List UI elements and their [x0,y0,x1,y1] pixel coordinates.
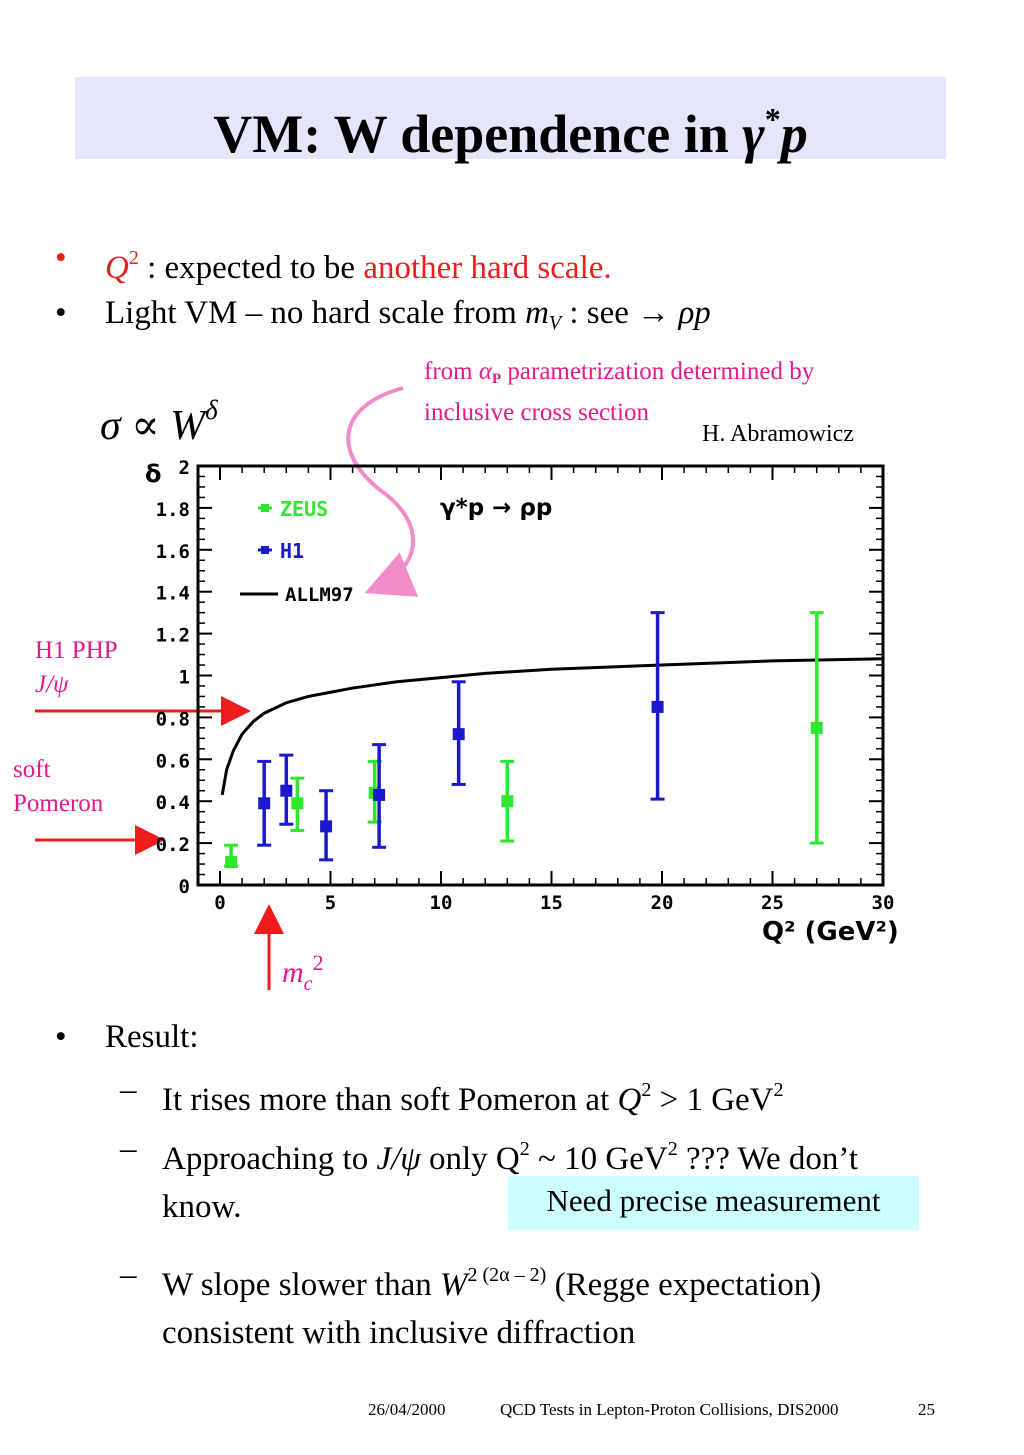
x-tick-label: 30 [872,892,895,914]
need-measurement-box [508,1176,919,1230]
bullet-dot: • [55,240,67,276]
footer-date: 26/04/2000 [368,1400,446,1419]
zeus-data-point [291,797,304,810]
sub-bullet-w-slope: – W slope slower than W2 (2α – 2) (Regge … [120,1257,822,1351]
y-tick-label: 0.8 [156,708,190,730]
y-tick-label: 2 [179,457,190,479]
x-axis-label: Q² (GeV²) [762,917,899,947]
x-tick-label: 0 [214,892,225,914]
slide-title: VM: W dependence in γ*p [213,101,808,164]
bullet-dot: • [55,1019,67,1055]
bullet-dot: • [55,295,67,331]
y-tick-label: 1.2 [156,625,190,647]
footer-page-number: 25 [918,1400,935,1419]
allm97-curve [220,657,884,796]
zeus-data-point [501,795,514,808]
legend-allm-label: ALLM97 [285,584,354,606]
x-tick-label: 25 [761,892,784,914]
h1-data-point [452,728,465,741]
sub-bullet-rises: – It rises more than soft Pomeron at Q2 >… [120,1072,784,1118]
legend-zeus-square [261,504,269,512]
x-tick-label: 20 [651,892,674,914]
author-credit: H. Abramowicz [702,421,854,447]
y-tick-label: 0.4 [156,792,190,814]
y-tick-label: 1.4 [156,583,190,605]
footer-conference: QCD Tests in Lepton-Proton Collisions, D… [500,1400,839,1419]
alpha-p-annotation: from αP parametrization determined by in… [424,358,815,426]
bullet-result: • Result: [55,1019,199,1055]
sub-bullet-approaching: – Approaching to J/ψ only Q2 ~ 10 GeV2 ??… [120,1131,858,1225]
h1php-label: H1 PHP J/ψ [35,637,118,698]
plot-frame [196,464,885,887]
zeus-data-point [810,721,823,734]
legend-zeus-label: ZEUS [280,497,328,521]
y-axis-label: δ [145,460,162,488]
legend-h1-square [261,546,269,554]
chart-title: γ*p → ρp [440,495,552,521]
bullet-light-vm: • Light VM – no hard scale from mV : see … [55,295,711,334]
y-tick-label: 1.8 [156,499,190,521]
h1-data-point [651,700,664,713]
y-tick-label: 1.6 [156,541,190,563]
chart-svg: 00.20.40.60.811.21.41.61.820 5 10 15 20 25 30 … [35,386,899,990]
soft-pomeron-label: soft Pomeron [13,756,104,817]
need-measurement-text: Need precise measurement [546,1183,881,1218]
h1-data-point [320,820,333,833]
y-tick-label: 0 [179,876,190,898]
h1-data-point [373,788,386,801]
title-background [75,77,946,159]
x-tick-label: 5 [325,892,336,914]
zeus-data-point [225,855,238,868]
sigma-formula: σ ∝ Wδ [100,395,218,449]
y-tick-label: 0.6 [156,750,190,772]
y-tick-label: 1 [179,667,190,689]
bullet-q2-hard-scale: • Q2 : expected to be another hard scale. [55,240,612,286]
legend-h1-label: H1 [280,539,304,563]
pink-curve-arrow [346,386,419,597]
h1-data-point [280,784,293,797]
h1-data-point [258,797,271,810]
mc2-label: mc2 [282,950,324,995]
x-tick-label: 15 [540,892,563,914]
y-tick-label: 0.2 [156,834,190,856]
x-tick-label: 10 [430,892,453,914]
